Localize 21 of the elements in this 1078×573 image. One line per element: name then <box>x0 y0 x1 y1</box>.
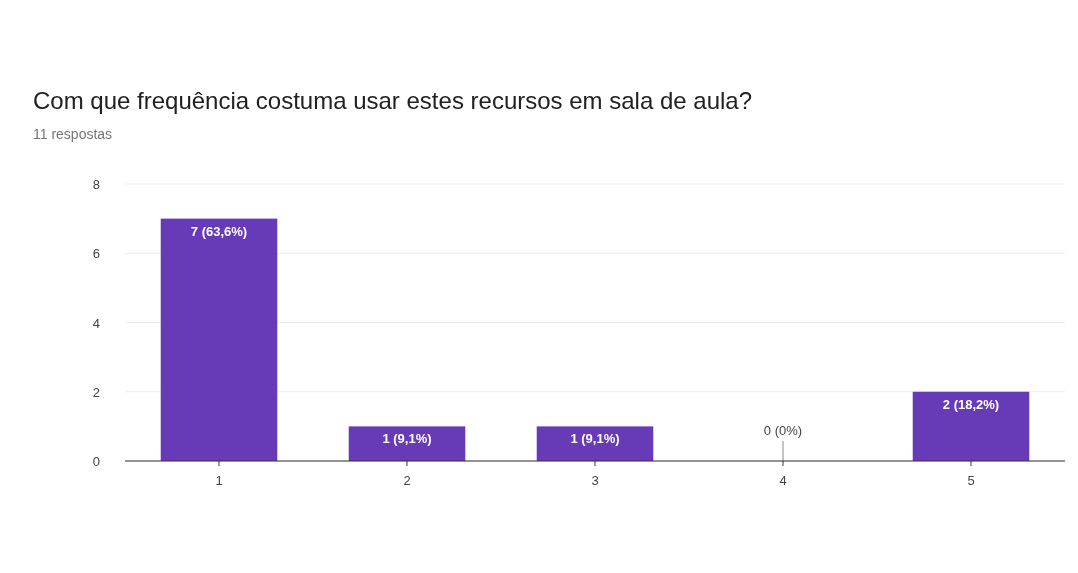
bar <box>536 426 654 461</box>
x-tick-label: 2 <box>403 473 411 488</box>
y-tick-label: 8 <box>92 177 100 192</box>
data-label: 0 (0%) <box>763 423 803 438</box>
y-tick-label: 2 <box>92 384 100 400</box>
chart-subtitle: 11 respostas <box>33 126 113 142</box>
x-tick-label: 3 <box>591 473 599 488</box>
x-tick-label: 1 <box>215 473 223 488</box>
bar <box>348 426 466 461</box>
data-label: 7 (63,6%) <box>190 223 248 239</box>
y-tick-label: 0 <box>92 454 100 469</box>
x-tick-label: 4 <box>779 473 787 488</box>
y-tick-label: 4 <box>92 315 100 331</box>
bar <box>912 391 1030 461</box>
y-tick-label: 6 <box>92 246 100 262</box>
chart-title: Com que frequência costuma usar estes recursos em sala de aula? <box>33 87 753 114</box>
bar <box>160 218 278 461</box>
x-tick-label: 5 <box>967 473 975 488</box>
data-label: 2 (18,2%) <box>942 396 1000 412</box>
data-label: 1 (9,1%) <box>382 431 432 447</box>
data-label: 1 (9,1%) <box>570 431 620 447</box>
